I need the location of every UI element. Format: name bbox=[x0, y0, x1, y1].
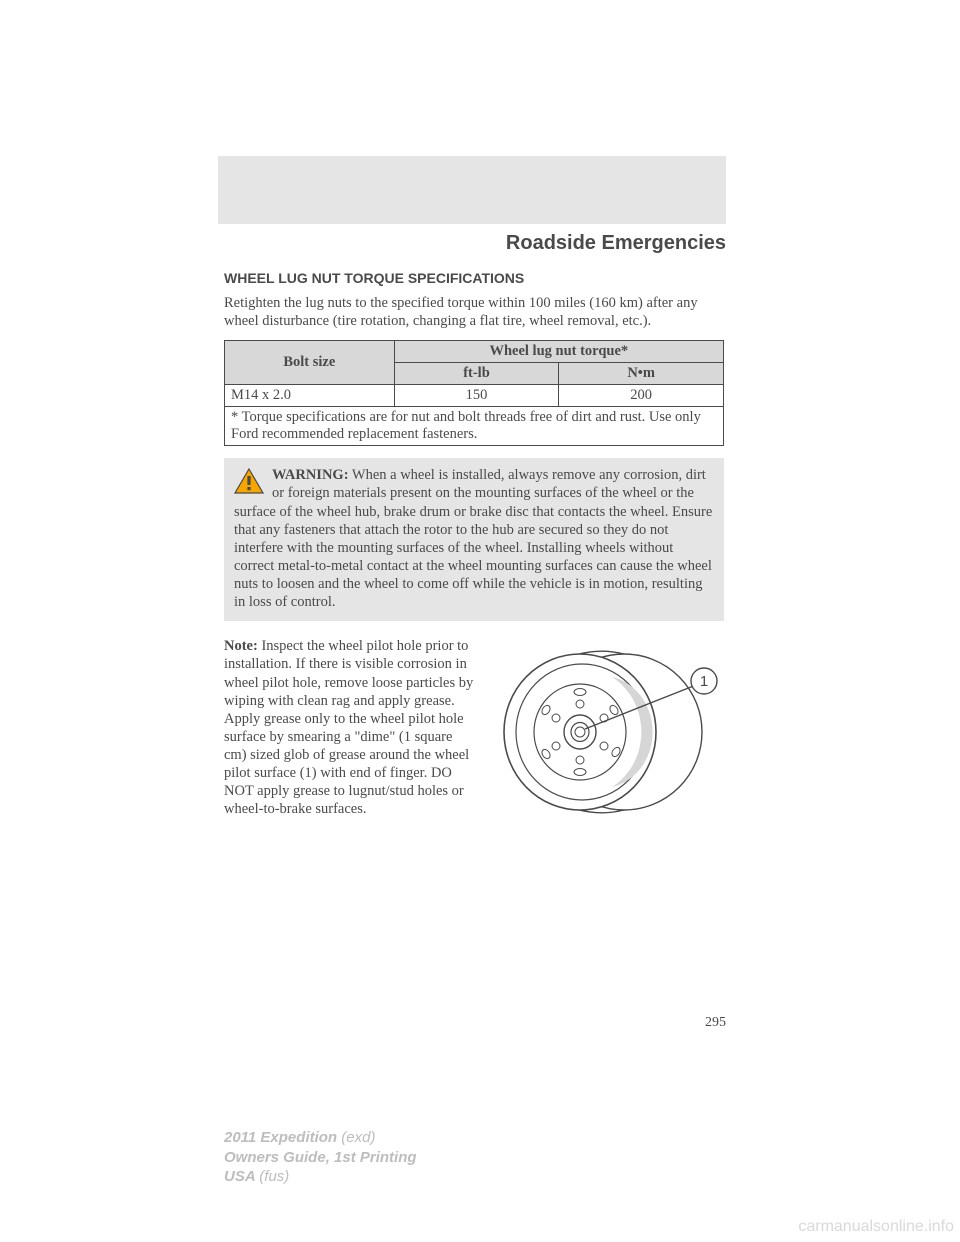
footer-line2: Owners Guide, 1st Printing bbox=[224, 1148, 417, 1168]
footer-code1: (exd) bbox=[341, 1129, 375, 1146]
watermark: carmanualsonline.info bbox=[798, 1218, 954, 1236]
warning-label: WARNING: bbox=[272, 467, 349, 483]
footer-block: 2011 Expedition (exd) Owners Guide, 1st … bbox=[224, 1128, 417, 1187]
td-ftlb: 150 bbox=[394, 385, 559, 407]
th-bolt-size: Bolt size bbox=[225, 341, 395, 385]
th-ftlb: ft-lb bbox=[394, 363, 559, 385]
page-number: 295 bbox=[705, 1015, 726, 1031]
th-nm: N•m bbox=[559, 363, 724, 385]
footer-line1: 2011 Expedition (exd) bbox=[224, 1128, 417, 1148]
wheel-figure: 1 bbox=[492, 637, 724, 832]
warning-text: When a wheel is installed, always remove… bbox=[234, 467, 712, 610]
footer-region: USA bbox=[224, 1168, 259, 1185]
section-heading: WHEEL LUG NUT TORQUE SPECIFICATIONS bbox=[224, 270, 724, 286]
td-nm: 200 bbox=[559, 385, 724, 407]
td-footnote: * Torque specifications are for nut and … bbox=[225, 407, 724, 446]
warning-box: WARNING: When a wheel is installed, alwa… bbox=[224, 458, 724, 621]
callout-number: 1 bbox=[700, 673, 708, 690]
note-body: Inspect the wheel pilot hole prior to in… bbox=[224, 638, 473, 817]
chapter-title: Roadside Emergencies bbox=[506, 232, 726, 255]
note-text-column: Note: Inspect the wheel pilot hole prior… bbox=[224, 637, 476, 818]
note-block: Note: Inspect the wheel pilot hole prior… bbox=[224, 637, 724, 832]
footer-code2: (fus) bbox=[259, 1168, 289, 1185]
footer-model: 2011 Expedition bbox=[224, 1129, 341, 1146]
note-label: Note: bbox=[224, 638, 258, 654]
warning-triangle-icon bbox=[234, 468, 264, 499]
th-torque: Wheel lug nut torque* bbox=[394, 341, 723, 363]
footer-line3: USA (fus) bbox=[224, 1167, 417, 1187]
td-bolt: M14 x 2.0 bbox=[225, 385, 395, 407]
torque-table: Bolt size Wheel lug nut torque* ft-lb N•… bbox=[224, 340, 724, 446]
intro-paragraph: Retighten the lug nuts to the specified … bbox=[224, 294, 724, 330]
content-area: WHEEL LUG NUT TORQUE SPECIFICATIONS Reti… bbox=[224, 270, 724, 832]
header-gray-bar bbox=[218, 156, 726, 224]
page: Roadside Emergencies WHEEL LUG NUT TORQU… bbox=[0, 0, 960, 1242]
